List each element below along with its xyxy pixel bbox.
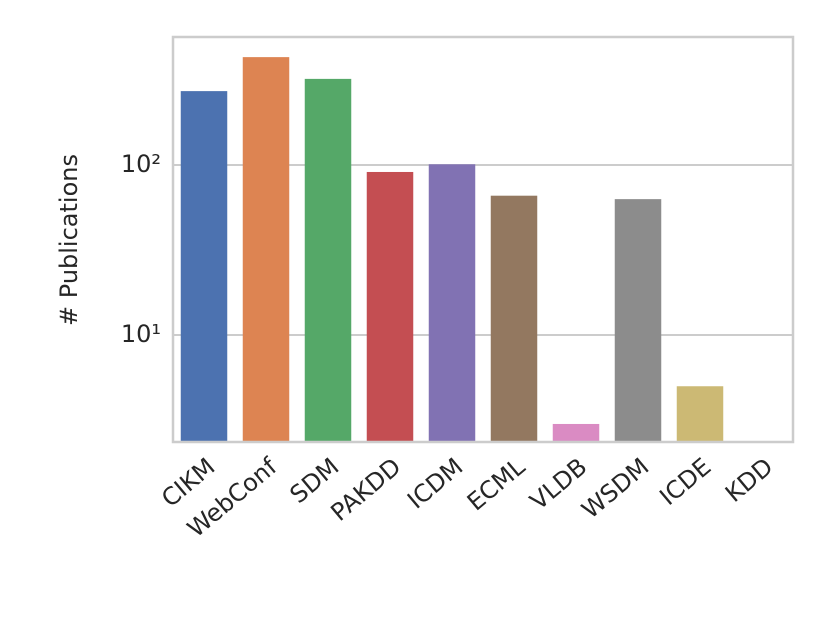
x-tick-label: PAKDD xyxy=(325,453,406,527)
y-tick-label: 10² xyxy=(121,150,161,178)
bar xyxy=(676,386,724,442)
bar xyxy=(242,57,290,442)
bar xyxy=(552,423,600,442)
bar xyxy=(614,199,662,442)
bar xyxy=(366,171,414,442)
x-tick-label: ICDM xyxy=(402,453,468,515)
x-tick-label: KDD xyxy=(720,453,778,508)
plot-area xyxy=(173,57,793,442)
bar xyxy=(428,164,476,442)
plot-frame xyxy=(171,35,795,444)
bar xyxy=(180,91,228,442)
bar xyxy=(304,78,352,442)
y-tick-label: 10¹ xyxy=(121,320,161,348)
bar xyxy=(490,195,538,442)
x-tick-label: ECML xyxy=(462,452,531,516)
x-tick-label: WSDM xyxy=(576,453,654,525)
x-tick-label: ICDE xyxy=(654,453,716,511)
y-axis-label: # Publications xyxy=(55,154,83,326)
